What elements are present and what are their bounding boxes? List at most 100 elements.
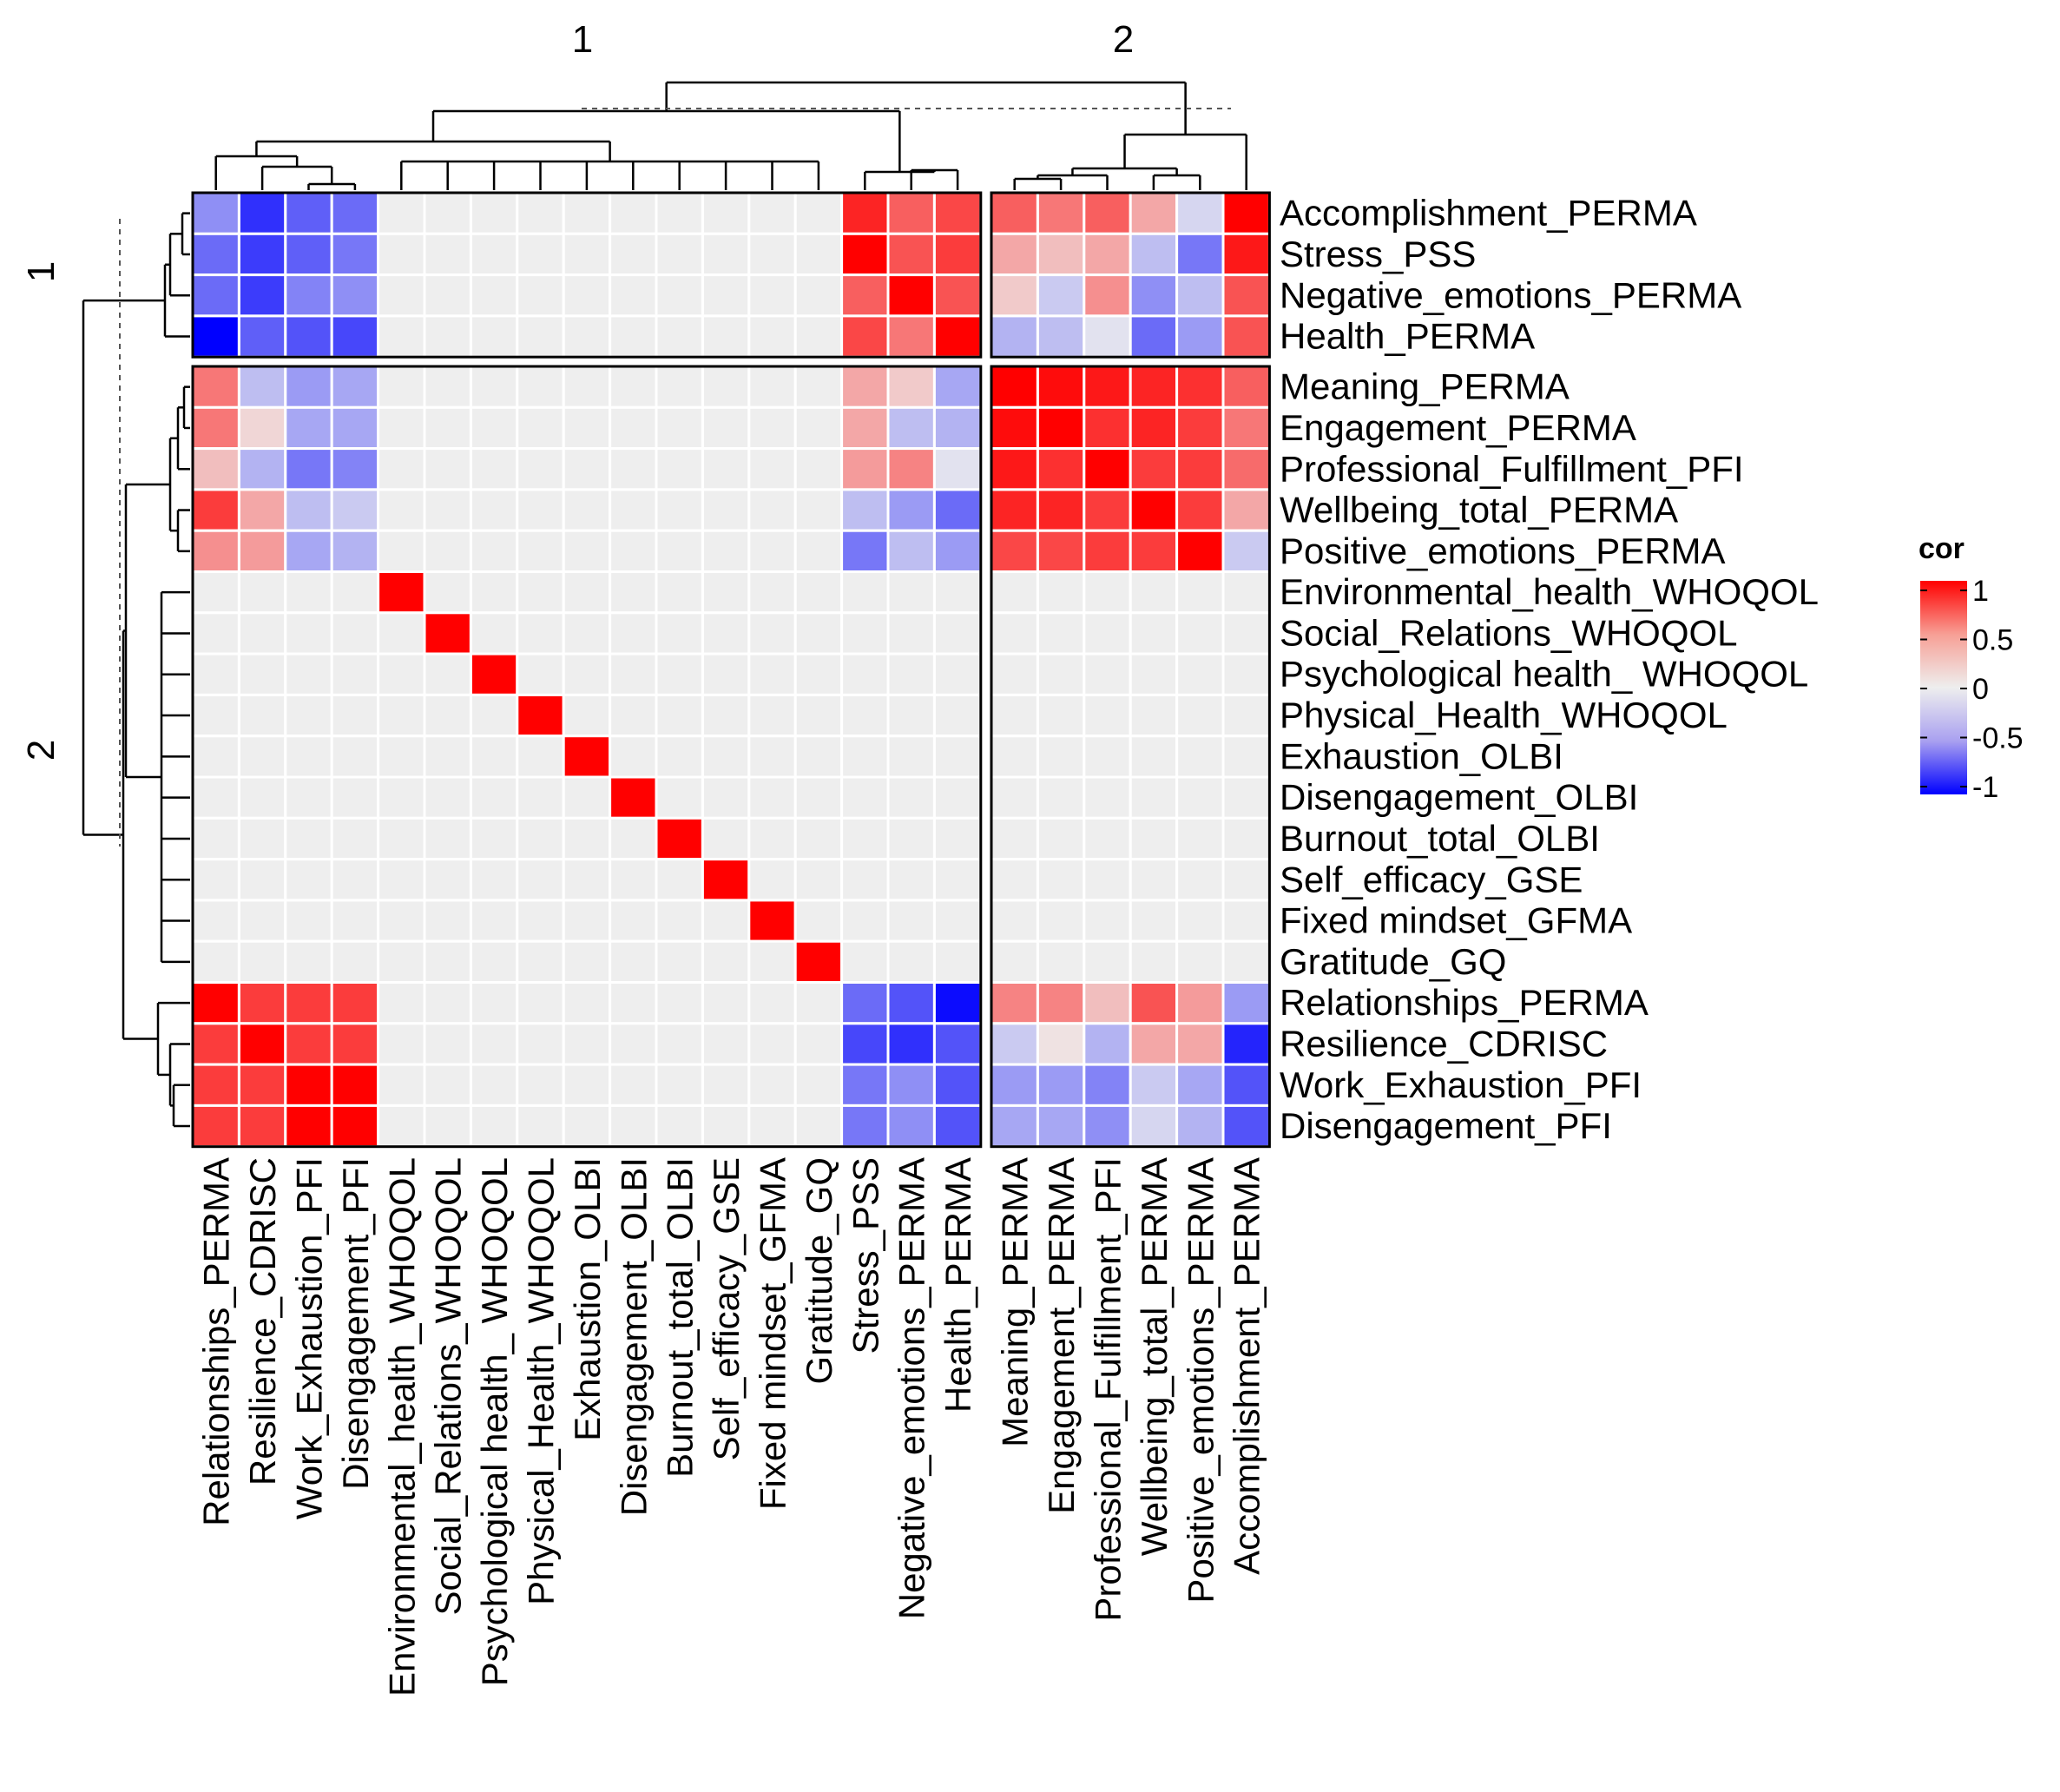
heatmap-cell xyxy=(990,191,1039,235)
heatmap-cell xyxy=(330,611,380,656)
heatmap-cell xyxy=(1083,273,1132,318)
heatmap-cell xyxy=(886,314,936,359)
heatmap-cell xyxy=(1175,405,1225,451)
heatmap-cell xyxy=(701,1063,751,1107)
heatmap-cell xyxy=(747,652,797,696)
heatmap-cell xyxy=(990,529,1039,574)
heatmap-cell xyxy=(562,693,612,738)
heatmap-cell xyxy=(655,981,704,1025)
heatmap-cell xyxy=(1083,488,1132,532)
heatmap-cell xyxy=(1036,858,1086,902)
column-labels: Relationships_PERMA Resilience_CDRISC Work… xyxy=(196,1157,1267,1696)
heatmap-cell xyxy=(609,314,658,359)
heatmap-cell xyxy=(330,191,380,235)
heatmap-cell xyxy=(886,858,936,902)
heatmap-cell xyxy=(932,939,983,984)
heatmap-cell xyxy=(330,365,380,409)
heatmap-cell xyxy=(609,405,658,451)
heatmap-cell xyxy=(747,899,797,943)
row-label: Work_Exhaustion_PFI xyxy=(1280,1064,1642,1105)
heatmap-cell xyxy=(423,693,472,738)
heatmap-cell xyxy=(516,314,565,359)
heatmap-cell xyxy=(562,232,612,277)
heatmap-cell xyxy=(1175,232,1225,277)
legend-tick-label: -1 xyxy=(1972,771,1998,804)
heatmap-cell xyxy=(840,447,890,491)
column-label: Health_PERMA xyxy=(938,1157,978,1413)
heatmap-cell xyxy=(237,447,287,491)
heatmap-cell xyxy=(423,1104,472,1149)
heatmap-cell xyxy=(840,488,890,532)
heatmap-cell xyxy=(793,273,844,318)
heatmap-cell xyxy=(237,1022,287,1066)
heatmap-cell xyxy=(237,365,287,409)
heatmap-cell xyxy=(562,1063,612,1107)
heatmap-cell xyxy=(701,652,751,696)
heatmap-cell xyxy=(747,1063,797,1107)
legend-title: cor xyxy=(1918,532,1965,565)
heatmap-cell xyxy=(747,1104,797,1149)
heatmap-cell xyxy=(886,1022,936,1066)
row-label: Disengagement_PFI xyxy=(1280,1105,1612,1146)
heatmap-cell xyxy=(237,652,287,696)
heatmap-cell xyxy=(330,775,380,820)
heatmap-cell xyxy=(990,488,1039,532)
heatmap-cell xyxy=(655,447,704,491)
heatmap-cell xyxy=(191,735,240,779)
heatmap-cell xyxy=(191,693,240,738)
heatmap-cell xyxy=(886,529,936,574)
heatmap-cell xyxy=(1221,1063,1271,1107)
heatmap-cell xyxy=(284,232,333,277)
heatmap-cell xyxy=(237,232,287,277)
column-split-label-2: 2 xyxy=(1113,18,1134,61)
heatmap-cell xyxy=(1129,1063,1179,1107)
heatmap-cell xyxy=(990,652,1039,696)
heatmap-cell xyxy=(237,529,287,574)
heatmap-cell xyxy=(330,405,380,451)
heatmap-cell xyxy=(886,273,936,318)
heatmap-cell xyxy=(562,1022,612,1066)
heatmap-cell xyxy=(1036,1022,1086,1066)
heatmap-cell xyxy=(1129,488,1179,532)
heatmap-cell xyxy=(516,816,565,861)
heatmap-cell xyxy=(330,652,380,696)
heatmap-cell xyxy=(655,570,704,615)
row-label: Social_Relations_WHOQOL xyxy=(1280,612,1738,653)
heatmap-cell xyxy=(469,899,519,943)
heatmap-cell xyxy=(1175,693,1225,738)
heatmap-cell xyxy=(701,735,751,779)
heatmap-cell xyxy=(191,447,240,491)
heatmap-cell xyxy=(284,735,333,779)
heatmap-cell xyxy=(1083,981,1132,1025)
heatmap-cell xyxy=(284,488,333,532)
heatmap-cell xyxy=(793,1022,844,1066)
heatmap-cell xyxy=(1083,314,1132,359)
legend-tick-label: 1 xyxy=(1972,575,1989,608)
legend-tick-label: 0 xyxy=(1972,673,1989,706)
heatmap-cell xyxy=(932,816,983,861)
heatmap-cell xyxy=(1175,858,1225,902)
heatmap-cell xyxy=(1129,858,1179,902)
heatmap-cell xyxy=(469,488,519,532)
heatmap-cell xyxy=(284,447,333,491)
heatmap-cell xyxy=(284,652,333,696)
heatmap-cell xyxy=(747,981,797,1025)
column-label: Resilience_CDRISC xyxy=(242,1157,283,1486)
heatmap-cell xyxy=(284,273,333,318)
heatmap-cell xyxy=(330,858,380,902)
heatmap-cell xyxy=(516,232,565,277)
heatmap-cell xyxy=(423,735,472,779)
heatmap-cell xyxy=(990,273,1039,318)
heatmap-cell xyxy=(655,735,704,779)
heatmap-cell xyxy=(655,611,704,656)
heatmap-cell xyxy=(655,191,704,235)
heatmap-cell xyxy=(1175,529,1225,574)
column-label: Fixed mindset_GFMA xyxy=(753,1157,793,1510)
heatmap-cell xyxy=(701,775,751,820)
heatmap-cell xyxy=(1083,652,1132,696)
heatmap-cell xyxy=(191,232,240,277)
heatmap-slice-borders xyxy=(191,191,1271,1149)
heatmap-cell xyxy=(423,314,472,359)
heatmap-cell xyxy=(516,529,565,574)
heatmap-cell xyxy=(990,939,1039,984)
